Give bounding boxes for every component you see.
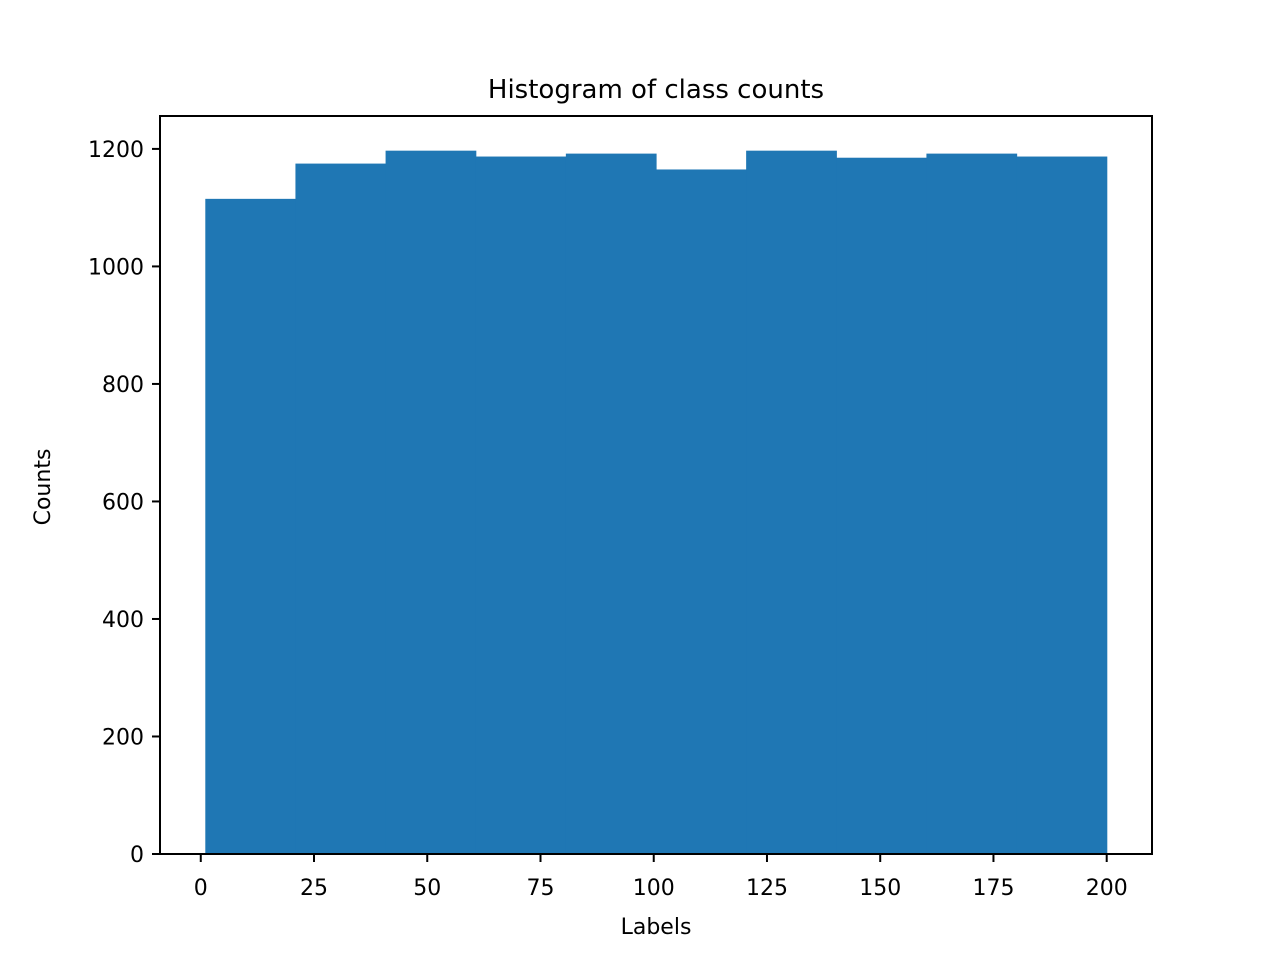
histogram-bar bbox=[565, 153, 657, 855]
histogram-bar bbox=[205, 198, 297, 855]
histogram-bar bbox=[746, 150, 837, 855]
x-axis-label: Labels bbox=[621, 915, 692, 940]
histogram-bar bbox=[1016, 156, 1108, 855]
x-tick-label: 125 bbox=[746, 876, 788, 901]
histogram-bar bbox=[656, 169, 747, 855]
chart-title: Histogram of class counts bbox=[488, 75, 824, 105]
y-tick-label: 200 bbox=[102, 725, 144, 750]
x-tick-label: 175 bbox=[972, 876, 1014, 901]
x-tick-label: 0 bbox=[194, 876, 208, 901]
axes-frame bbox=[159, 115, 1153, 855]
y-tick-label: 800 bbox=[102, 373, 144, 398]
y-axis-label: Counts bbox=[31, 449, 56, 526]
x-tick-label: 50 bbox=[413, 876, 441, 901]
y-tick-label: 600 bbox=[102, 490, 144, 515]
x-tick-label: 100 bbox=[633, 876, 675, 901]
histogram-bar bbox=[295, 163, 387, 855]
y-tick-label: 1200 bbox=[88, 138, 144, 163]
y-tick-label: 1000 bbox=[88, 255, 144, 280]
y-tick-label: 400 bbox=[102, 608, 144, 633]
histogram-bar bbox=[475, 156, 567, 855]
x-axis: 0 25 50 75 100 125 150 175 200 bbox=[194, 854, 1128, 901]
histogram-bar bbox=[385, 150, 477, 855]
x-tick-label: 200 bbox=[1086, 876, 1128, 901]
histogram-bar bbox=[926, 153, 1018, 855]
x-tick-label: 150 bbox=[859, 876, 901, 901]
x-tick-label: 25 bbox=[300, 876, 328, 901]
x-tick-label: 75 bbox=[526, 876, 554, 901]
histogram-bar bbox=[836, 157, 928, 855]
y-tick-label: 0 bbox=[130, 843, 144, 868]
bars-group bbox=[205, 150, 1108, 855]
y-axis: 0 200 400 600 800 1000 1200 bbox=[88, 138, 160, 868]
